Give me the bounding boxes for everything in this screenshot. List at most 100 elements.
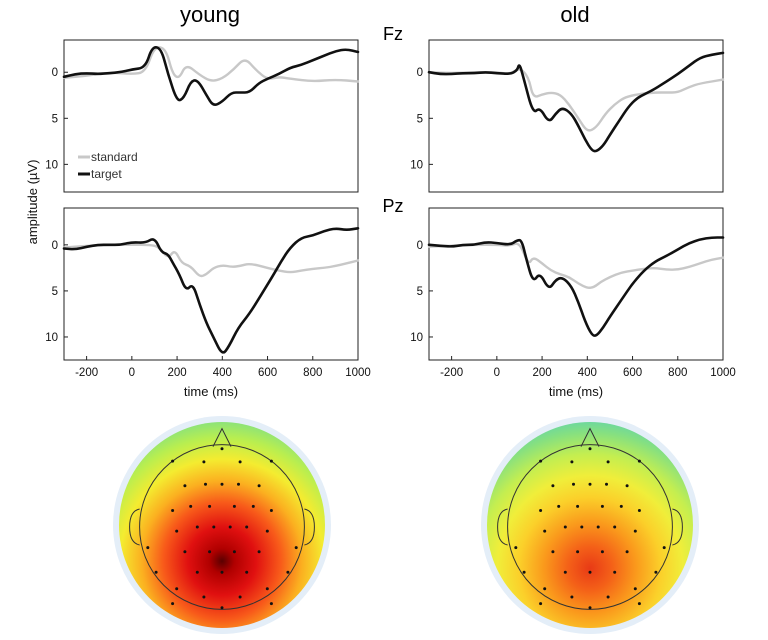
electrode-dot: [613, 570, 617, 574]
electrode-dot: [563, 525, 567, 529]
electrode-dot: [637, 459, 641, 463]
electrode-dot: [208, 550, 212, 554]
electrode-dot: [539, 509, 543, 512]
electrode-dot: [543, 529, 547, 533]
plot-frame: [428, 207, 724, 361]
series-line-target: [427, 51, 725, 153]
nose-icon: [212, 427, 232, 447]
electrode-dot: [286, 570, 290, 574]
electrode-dot: [257, 484, 261, 488]
series-line-target: [427, 236, 725, 337]
electrode-dot: [637, 602, 641, 606]
electrode-dot: [543, 587, 547, 591]
head-outline: [139, 444, 305, 610]
electrode-dot: [204, 482, 207, 486]
right-ear-icon: [304, 508, 315, 546]
electrode-dot: [245, 525, 249, 529]
electrode-dot: [238, 460, 242, 464]
y-tick-label: 10: [45, 332, 58, 344]
electrode-dot: [557, 504, 561, 508]
electrode-dot: [654, 570, 658, 574]
electrode-dot: [202, 460, 206, 464]
y-tick-label: 10: [410, 159, 423, 171]
electrode-dot: [600, 504, 604, 508]
x-tick-label: 200: [167, 367, 186, 379]
electrode-dot: [237, 482, 240, 486]
y-tick-label: 5: [52, 286, 58, 298]
electrode-dot: [539, 459, 543, 463]
y-tick-label: 5: [417, 286, 423, 298]
electrode-dot: [208, 504, 212, 508]
legend: standard target: [78, 150, 138, 181]
y-tick-label: 10: [45, 159, 58, 171]
x-tick-label: 1000: [345, 367, 371, 379]
erp-panels: 0 5 10 0 5 10 0 5 10 -200 0 200 400 600 800 1000 0 5 10 -20…: [45, 39, 736, 379]
x-tick-label: 0: [129, 367, 135, 379]
y-tick-label: 0: [417, 67, 423, 79]
x-axis-label-young: time (ms): [184, 384, 238, 399]
x-tick-label: 200: [532, 367, 551, 379]
electrode-dot: [633, 587, 637, 591]
electrode-dot: [588, 606, 592, 610]
electrode-dot: [613, 525, 617, 529]
series-line-standard: [62, 243, 360, 278]
topomap-old: [481, 416, 699, 634]
left-ear-icon: [497, 508, 508, 546]
electrode-dot: [588, 482, 592, 486]
electrode-dot: [257, 550, 261, 554]
electrode-dot: [171, 459, 175, 463]
electrode-dot: [154, 570, 158, 574]
electrode-dot: [619, 504, 623, 508]
electrode-dot: [625, 550, 629, 554]
head-outline: [507, 444, 673, 610]
plot-frame: [63, 39, 359, 193]
electrode-dot: [662, 546, 666, 550]
electrode-dot: [522, 570, 526, 574]
electrode-dot: [600, 550, 604, 554]
electrode-dot: [232, 504, 236, 508]
electrode-dot: [265, 529, 269, 533]
electrode-dot: [171, 509, 175, 512]
electrode-dot: [212, 525, 216, 529]
electrode-dot: [588, 447, 592, 451]
electrode-dot: [232, 550, 236, 554]
electrode-dot: [220, 570, 224, 574]
x-tick-label: -200: [440, 367, 463, 379]
electrode-dot: [195, 570, 199, 574]
electrode-dot: [146, 546, 150, 550]
erp-panel-young-fz: 0 5 10: [45, 39, 360, 193]
electrode-dot: [580, 525, 584, 529]
x-axis-label-old: time (ms): [549, 384, 603, 399]
x-tick-label: 1000: [710, 367, 736, 379]
electrode-dot: [171, 602, 175, 606]
electrode-dot: [570, 595, 574, 599]
legend-label-target: target: [91, 167, 122, 181]
electrode-dot: [294, 546, 298, 550]
y-tick-label: 0: [417, 240, 423, 252]
electrode-dot: [245, 570, 249, 574]
electrode-dot: [605, 482, 608, 486]
x-tick-label: 400: [578, 367, 597, 379]
electrode-dot: [588, 570, 592, 574]
series-line-target: [62, 227, 360, 354]
electrode-dot: [539, 602, 543, 606]
erp-panel-old-pz: 0 5 10 -200 0 200 400 600 800 1000: [410, 207, 736, 379]
legend-label-standard: standard: [91, 150, 138, 164]
series-line-standard: [62, 46, 360, 83]
electrode-dot: [551, 484, 555, 488]
electrode-dot: [202, 595, 206, 599]
y-tick-label: 5: [417, 113, 423, 125]
right-ear-icon: [672, 508, 683, 546]
electrode-dot: [238, 595, 242, 599]
electrode-dot: [220, 482, 224, 486]
topomap-colormap: [487, 422, 693, 628]
channel-label-fz: Fz: [383, 24, 403, 44]
electrode-dot: [606, 460, 610, 464]
y-tick-label: 0: [52, 240, 58, 252]
x-tick-label: 0: [494, 367, 500, 379]
electrode-dot: [269, 459, 273, 463]
electrode-dot: [189, 504, 193, 508]
electrode-dot: [551, 550, 555, 554]
electrode-dot: [251, 504, 255, 508]
x-tick-label: 600: [623, 367, 642, 379]
